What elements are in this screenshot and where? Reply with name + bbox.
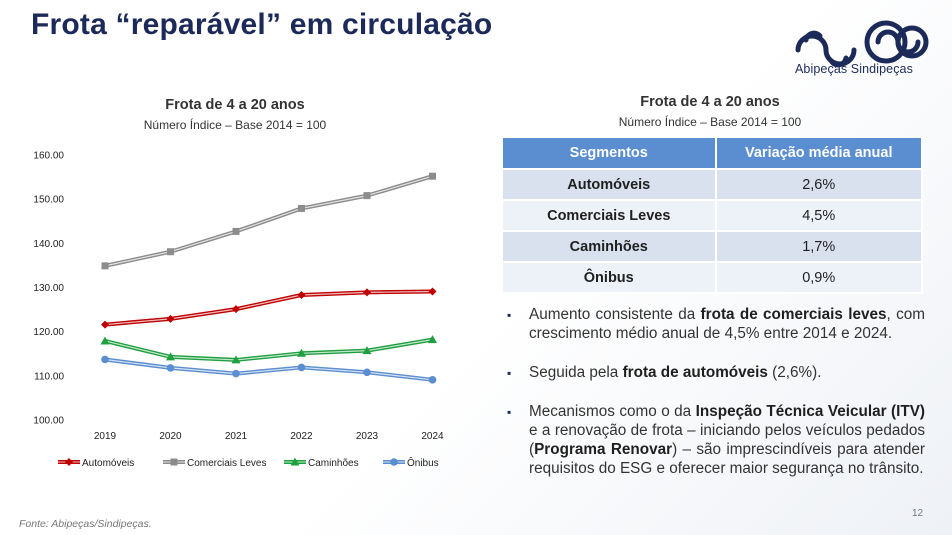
data-point xyxy=(297,348,306,357)
x-tick-label: 2019 xyxy=(94,431,117,442)
x-tick-label: 2023 xyxy=(356,431,379,442)
data-point xyxy=(232,227,240,235)
segment-cell: Caminhões xyxy=(503,231,717,263)
legend-label: Comerciais Leves xyxy=(187,458,266,469)
data-point xyxy=(232,305,240,314)
bullet-marker: ▪ xyxy=(507,405,512,419)
bullet-text: ) – são imprescindíveis para atender req… xyxy=(529,441,925,477)
x-tick-label: 2024 xyxy=(421,431,444,442)
header-segmentos: Segmentos xyxy=(503,138,717,170)
x-tick-label: 2020 xyxy=(159,431,182,442)
value-cell: 0,9% xyxy=(715,262,924,294)
data-point xyxy=(101,355,109,364)
data-point xyxy=(101,262,109,270)
legend-label: Ônibus xyxy=(407,456,439,469)
segments-table: Segmentos Variação média anual Automóvei… xyxy=(503,138,924,294)
data-point xyxy=(429,172,436,180)
y-tick-label: 140.00 xyxy=(33,239,64,250)
abipecas-sindipecas-logo-icon xyxy=(795,20,929,68)
data-point xyxy=(362,346,372,355)
data-point xyxy=(298,204,305,212)
value-cell: 1,7% xyxy=(715,231,924,263)
value-cell: 4,5% xyxy=(715,200,924,232)
bullet-bold: Programa Renovar xyxy=(534,441,673,458)
value-cell: 2,6% xyxy=(715,169,924,201)
y-tick-label: 100.00 xyxy=(33,416,64,427)
x-tick-label: 2022 xyxy=(290,431,313,442)
legend-marker xyxy=(290,457,300,466)
legend-marker xyxy=(170,458,178,466)
data-point xyxy=(100,336,110,345)
bullet-bold: frota de comerciais leves xyxy=(700,306,887,323)
data-point xyxy=(428,335,437,344)
table-row: Comerciais Leves 4,5% xyxy=(503,200,924,232)
header-variacao: Variação média anual xyxy=(715,138,924,170)
bullet-text: (2,6%). xyxy=(767,364,822,381)
data-point xyxy=(297,363,306,372)
data-point xyxy=(428,287,437,296)
data-point xyxy=(166,352,175,361)
bullet-bold: Inspeção Técnica Veicular (ITV) xyxy=(695,403,925,420)
bullet-bold: frota de automóveis xyxy=(622,364,768,381)
table-title: Frota de 4 a 20 anos xyxy=(640,94,780,110)
page-number: 12 xyxy=(912,508,924,519)
data-point xyxy=(167,248,174,256)
table-row: Automóveis 2,6% xyxy=(503,169,924,201)
table-header-row: Segmentos Variação média anual xyxy=(503,138,924,170)
bullet-text: , com crescimento médio anual de 4,5% en… xyxy=(529,306,925,342)
legend-marker xyxy=(390,458,398,466)
data-point xyxy=(166,314,175,323)
data-point xyxy=(101,320,109,329)
series-line xyxy=(104,174,434,268)
series-line-highlight xyxy=(104,358,433,381)
legend-marker xyxy=(65,458,73,466)
source-note: Fonte: Abipeças/Sindipeças. xyxy=(19,518,152,530)
line-chart: 100.00 110.00 120.00 130.00 140.00 150.00 160.… xyxy=(33,151,444,469)
bullet-item: ▪ Mecanismos como o da Inspeção Técnica V… xyxy=(507,402,925,478)
x-tick-label: 2021 xyxy=(225,431,248,442)
segment-cell: Comerciais Leves xyxy=(503,200,717,232)
y-tick-label: 150.00 xyxy=(33,195,64,206)
y-tick-label: 120.00 xyxy=(33,327,64,338)
logo-text: Abipeças Sindipeças xyxy=(795,62,913,76)
data-point xyxy=(363,192,371,200)
y-tick-label: 160.00 xyxy=(33,151,64,162)
data-point xyxy=(231,355,241,364)
series-line xyxy=(104,357,433,382)
table-row: Caminhões 1,7% xyxy=(503,231,924,263)
series-line xyxy=(104,289,433,327)
bullet-text: Seguida pela xyxy=(529,364,623,381)
bullet-item: ▪ Aumento consistente da frota de comerci… xyxy=(507,305,925,343)
bullet-text: Aumento consistente da xyxy=(529,306,701,323)
data-point xyxy=(166,364,175,372)
slide-title: Frota “reparável” em circulação xyxy=(31,8,493,41)
table-subtitle: Número Índice – Base 2014 = 100 xyxy=(618,115,802,129)
bullet-text: Mecanismos como o da xyxy=(529,403,696,420)
bullet-marker: ▪ xyxy=(507,308,512,322)
bullet-list: ▪ Aumento consistente da frota de comerci… xyxy=(507,305,925,498)
bullet-item: ▪ Seguida pela frota de automóveis (2,6%)… xyxy=(507,363,925,382)
data-point xyxy=(232,369,240,378)
legend-label: Caminhões xyxy=(308,458,359,469)
segment-cell: Ônibus xyxy=(503,262,717,294)
bullet-marker: ▪ xyxy=(507,366,512,380)
y-tick-label: 130.00 xyxy=(33,283,64,294)
bullet-text: e a renovação de frota – iniciando pelos… xyxy=(529,422,925,458)
data-point xyxy=(363,368,371,377)
data-point xyxy=(363,288,371,297)
data-point xyxy=(428,376,437,384)
data-point xyxy=(297,291,306,300)
series-line-highlight xyxy=(104,175,433,267)
series-line-highlight xyxy=(104,339,433,361)
chart-subtitle: Número Índice – Base 2014 = 100 xyxy=(143,118,327,132)
chart-title: Frota de 4 a 20 anos xyxy=(165,97,305,113)
series-line-highlight xyxy=(104,290,433,326)
legend-label: Automóveis xyxy=(82,458,134,469)
segment-cell: Automóveis xyxy=(503,169,717,201)
y-tick-label: 110.00 xyxy=(34,371,64,382)
table-row: Ônibus 0,9% xyxy=(503,262,924,294)
